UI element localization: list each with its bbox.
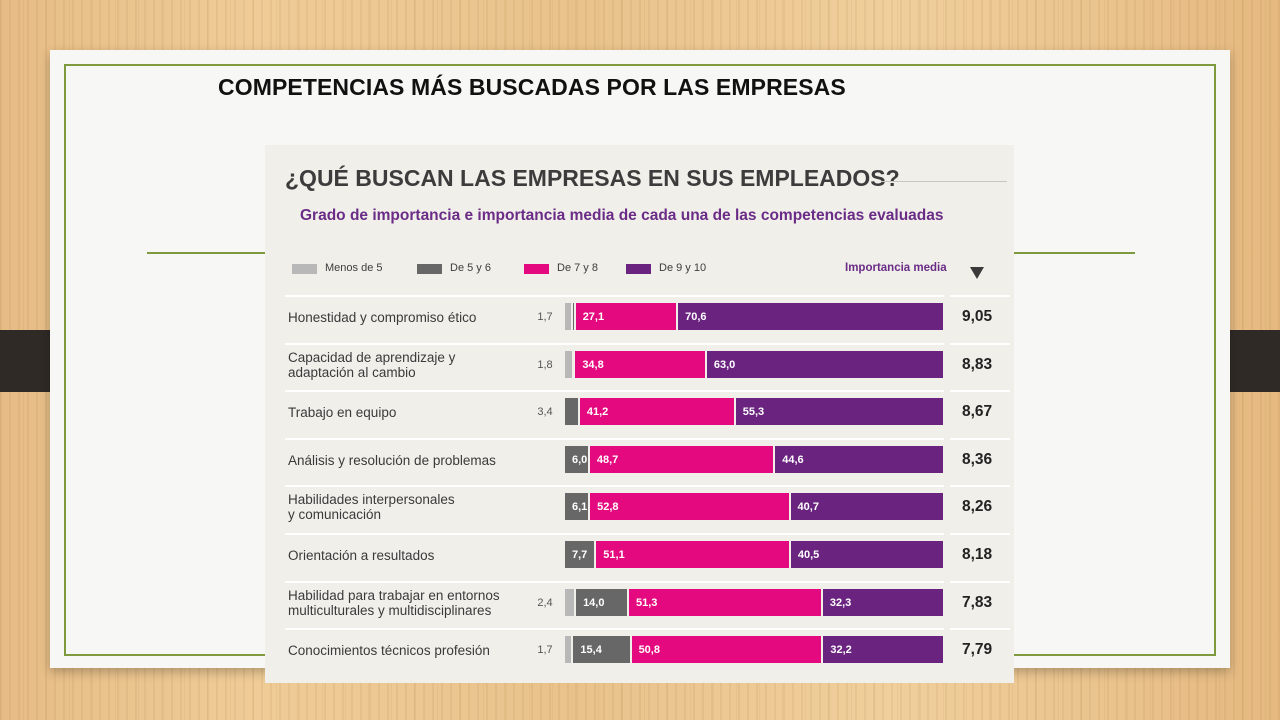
stacked-bar: 14,0 51,3 32,3 [565,589,943,616]
chart-row: Orientación a resultados 7,7 51,1 40,5 8,18 [285,533,1014,575]
stacked-bar: 7,7 51,1 40,5 [565,541,943,568]
chart-row: Habilidades interpersonales y comunicaci… [285,485,1014,527]
row-separator [285,581,944,583]
bar-segment-de-5-y-6: 6,1 [565,493,589,520]
bar-segment-de-9-y-10: 32,3 [820,589,943,616]
row-separator [285,485,944,487]
importance-value: 9,05 [962,308,993,325]
category-label: Capacidad de aprendizaje y adaptación al… [288,350,456,380]
bar-segment-de-7-y-8: 34,8 [573,351,705,378]
importance-value: 7,79 [962,641,993,658]
stacked-bar: 34,8 63,0 [565,351,943,378]
stacked-bar: 6,0 48,7 44,6 [565,446,943,473]
legend-label: Menos de 5 [325,262,383,274]
category-label: Análisis y resolución de problemas [288,452,496,468]
stacked-bar: 41,2 55,3 [565,398,943,425]
category-label: Trabajo en equipo [288,404,397,420]
legend-swatch [417,264,442,274]
bar-segment-de-7-y-8: 51,3 [626,589,821,616]
bar-segment-de-5-y-6: 6,0 [565,446,588,473]
value-label-menos-de-5: 1,7 [537,311,553,323]
category-label: Orientación a resultados [288,547,435,563]
legend-swatch [626,264,651,274]
category-label: Conocimientos técnicos profesión [288,642,490,658]
legend-label: De 7 y 8 [557,262,598,274]
legend-label: De 5 y 6 [450,262,491,274]
chart-row: Habilidad para trabajar en entornos mult… [285,581,1014,623]
row-separator [285,295,944,297]
bar-segment-menos-de-5 [565,589,575,616]
value-label-menos-de-5: 3,4 [537,406,553,418]
value-label-menos-de-5: 1,7 [537,644,553,656]
bar-segment-de-9-y-10: 63,0 [704,351,943,378]
divider-left [147,252,267,254]
bar-segment-de-9-y-10: 40,7 [788,493,943,520]
bar-segment-menos-de-5 [565,351,572,378]
row-separator [285,628,944,630]
importance-value: 8,67 [962,403,993,420]
stacked-bar: 15,4 50,8 32,2 [565,636,943,663]
category-label: Honestidad y compromiso ético [288,309,477,325]
row-separator [950,295,1010,297]
row-separator [285,343,944,345]
row-separator [950,628,1010,630]
legend-label: De 9 y 10 [659,262,707,274]
bar-segment-de-9-y-10: 70,6 [676,303,943,330]
bar-segment-de-9-y-10: 55,3 [733,398,943,425]
bar-segment-de-9-y-10: 44,6 [773,446,943,473]
importance-value: 7,83 [962,594,993,611]
bar-segment-de-7-y-8: 41,2 [577,398,734,425]
bar-segment-de-5-y-6 [565,398,578,425]
bar-segment-de-5-y-6: 15,4 [571,636,630,663]
bar-segment-de-7-y-8: 52,8 [588,493,789,520]
chart-row: Capacidad de aprendizaje y adaptación al… [285,343,1014,385]
bar-segment-de-5-y-6: 14,0 [574,589,627,616]
divider-right [1012,252,1135,254]
importance-header: Importancia media [845,262,947,274]
importance-value: 8,18 [962,546,993,563]
row-separator [950,581,1010,583]
slide-title: COMPETENCIAS MÁS BUSCADAS POR LAS EMPRES… [218,74,846,100]
stacked-bar: 6,1 52,8 40,7 [565,493,943,520]
stacked-bar: 27,1 70,6 [565,303,943,330]
row-separator [950,390,1010,392]
bar-segment-de-9-y-10: 40,5 [788,541,943,568]
chart-title: ¿QUÉ BUSCAN LAS EMPRESAS EN SUS EMPLEADO… [285,165,900,191]
value-label-menos-de-5: 1,8 [537,359,553,371]
infographic: ¿QUÉ BUSCAN LAS EMPRESAS EN SUS EMPLEADO… [265,145,1014,683]
value-label-menos-de-5: 2,4 [537,597,553,609]
chart-row: Conocimientos técnicos profesión 1,7 15,4 5… [285,628,1014,670]
chart-subtitle: Grado de importancia e importancia media… [300,207,944,224]
bar-segment-de-7-y-8: 27,1 [573,303,677,330]
row-separator [950,533,1010,535]
legend-swatch [524,264,549,274]
category-label: Habilidad para trabajar en entornos mult… [288,588,500,618]
row-separator [950,485,1010,487]
importance-arrow-icon [970,267,984,279]
row-separator [285,438,944,440]
bar-segment-de-7-y-8: 51,1 [594,541,789,568]
category-label: Habilidades interpersonales y comunicaci… [288,492,455,522]
bar-segment-menos-de-5 [565,303,572,330]
row-separator [950,438,1010,440]
importance-value: 8,26 [962,498,993,515]
row-separator [285,533,944,535]
bar-segment-de-7-y-8: 50,8 [629,636,822,663]
bar-segment-de-5-y-6: 7,7 [565,541,595,568]
chart-row: Honestidad y compromiso ético 1,7 27,1 70,6… [285,295,1014,337]
bar-segment-de-7-y-8: 48,7 [587,446,774,473]
bar-segment-menos-de-5 [565,636,572,663]
chart-row: Análisis y resolución de problemas 6,0 48,… [285,438,1014,480]
chart-row: Trabajo en equipo 3,4 41,2 55,3 8,67 [285,390,1014,432]
importance-value: 8,36 [962,451,993,468]
row-separator [285,390,944,392]
bar-segment-de-9-y-10: 32,2 [821,636,943,663]
row-separator [950,343,1010,345]
legend-swatch [292,264,317,274]
title-rule [881,181,1007,182]
importance-value: 8,83 [962,356,993,373]
